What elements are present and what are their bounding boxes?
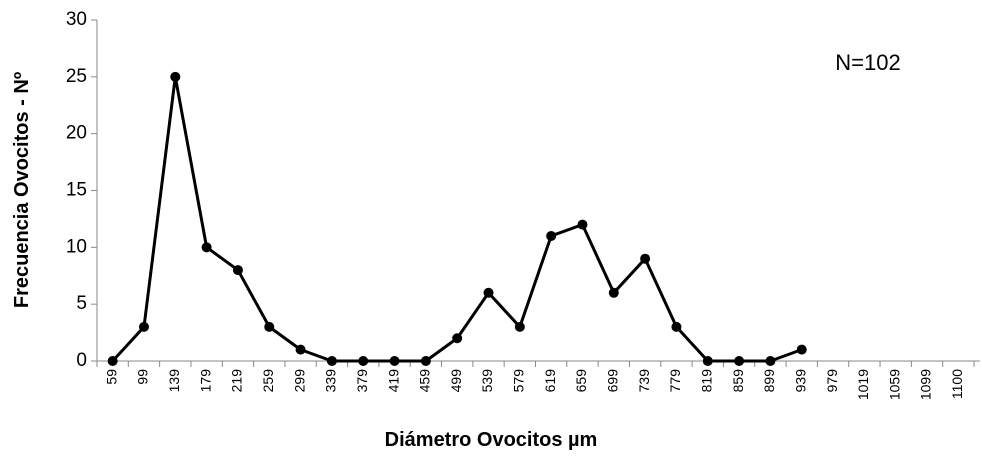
annotation: N=102 — [835, 50, 900, 75]
point — [514, 321, 525, 332]
series-line — [111, 75, 803, 363]
y-axis-title: Frecuencia Ovocitos - Nº — [11, 72, 33, 308]
point — [483, 287, 494, 298]
point — [232, 265, 243, 276]
point — [734, 356, 745, 366]
x-tick-label: 419 — [385, 369, 401, 393]
x-tick-label: 1100 — [949, 369, 965, 399]
x-tick-label: 539 — [479, 369, 495, 393]
point — [608, 287, 619, 298]
y-tick-label: 0 — [76, 350, 87, 371]
y-tick-label: 10 — [66, 236, 87, 257]
x-tick-label: 699 — [605, 369, 621, 393]
x-tick-label: 739 — [636, 369, 652, 393]
y-tick-label: 30 — [66, 9, 87, 30]
x-tick-label: 779 — [667, 369, 683, 393]
point — [452, 333, 463, 344]
x-tick-label: 659 — [573, 369, 589, 393]
point — [765, 356, 776, 366]
x-axis-title: Diámetro Ovocitos µm — [385, 429, 598, 451]
x-tick-label: 819 — [698, 369, 714, 393]
x-tick-label: 939 — [792, 369, 808, 393]
x-tick-label: 859 — [730, 369, 746, 393]
point — [107, 356, 118, 366]
point — [420, 356, 431, 366]
point — [546, 230, 557, 241]
x-tick-label: 1059 — [886, 369, 902, 400]
x-tick-label: 459 — [417, 369, 433, 393]
x-tick-label: 179 — [197, 369, 213, 393]
point — [640, 253, 651, 264]
x-tick-label: 899 — [761, 369, 777, 393]
point — [264, 321, 275, 332]
x-tick-label: 339 — [323, 369, 339, 393]
x-tick-label: 979 — [824, 369, 840, 393]
x-tick-label: 619 — [542, 369, 558, 393]
y-tick-label: 20 — [66, 123, 87, 144]
y-tick-label: 15 — [66, 180, 87, 201]
x-tick-label: 579 — [511, 369, 527, 393]
point — [577, 219, 588, 230]
point — [796, 344, 807, 355]
x-tick-label: 59 — [103, 369, 119, 385]
x-tick-label: 299 — [291, 369, 307, 393]
point — [138, 321, 149, 332]
x-tick-label: 499 — [448, 369, 464, 393]
y-tick-label: 25 — [66, 66, 87, 87]
x-tick-label: 99 — [135, 369, 151, 385]
x-tick-label: 379 — [354, 369, 370, 393]
y-tick-label: 5 — [76, 293, 87, 314]
point — [671, 321, 682, 332]
x-tick-label: 139 — [166, 369, 182, 393]
x-tick-label: 1019 — [855, 369, 871, 400]
point — [358, 356, 369, 366]
point — [326, 356, 337, 366]
point — [170, 71, 181, 82]
x-tick-label: 259 — [260, 369, 276, 393]
point — [702, 356, 713, 366]
point — [295, 344, 306, 355]
point — [201, 242, 212, 253]
x-tick-label: 1099 — [918, 369, 934, 400]
x-tick-label: 219 — [229, 369, 245, 393]
point — [389, 356, 400, 366]
